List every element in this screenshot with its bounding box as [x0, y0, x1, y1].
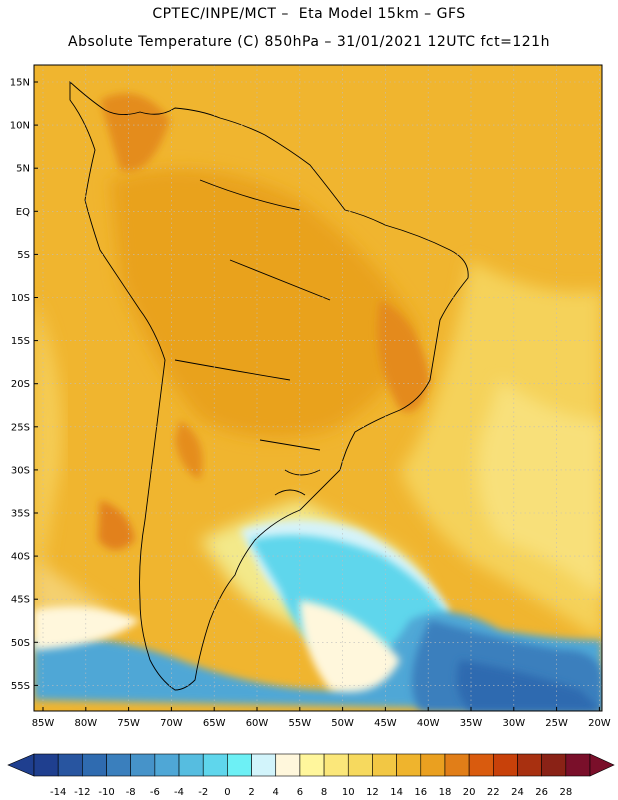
- lat-label: 45S: [11, 595, 30, 606]
- colorbar: [7, 753, 615, 777]
- colorbar-label: 24: [511, 787, 524, 798]
- temperature-field: [34, 65, 602, 711]
- lon-label: 60W: [246, 718, 269, 729]
- colorbar-label: 0: [224, 787, 230, 798]
- lon-label: 70W: [160, 718, 183, 729]
- colorbar-label: 12: [366, 787, 379, 798]
- colorbar-label: 16: [414, 787, 427, 798]
- lon-label: 65W: [203, 718, 226, 729]
- lon-label: 55W: [288, 718, 311, 729]
- lat-label: 30S: [11, 465, 30, 476]
- lat-label: EQ: [16, 207, 30, 218]
- colorbar-segment: [372, 753, 397, 777]
- colorbar-segment: [154, 753, 180, 777]
- colorbar-label: -8: [126, 787, 136, 798]
- colorbar-segment: [251, 753, 277, 777]
- colorbar-segment: [178, 753, 204, 777]
- lat-label: 10N: [10, 121, 30, 132]
- colorbar-segment: [57, 753, 83, 777]
- colorbar-segment: [299, 753, 325, 777]
- lon-label: 50W: [331, 718, 354, 729]
- lat-label: 20S: [11, 379, 30, 390]
- colorbar-left-arrow: [7, 753, 35, 777]
- colorbar-label: -6: [150, 787, 160, 798]
- colorbar-segment: [444, 753, 470, 777]
- colorbar-label: 28: [559, 787, 572, 798]
- colorbar-segment: [202, 753, 228, 777]
- lon-label: 75W: [117, 718, 140, 729]
- colorbar-segment: [33, 753, 59, 777]
- lon-label: 25W: [545, 718, 568, 729]
- colorbar-label: -14: [50, 787, 66, 798]
- colorbar-label: 22: [487, 787, 500, 798]
- coastlines: [69, 80, 469, 691]
- colorbar-label: 26: [535, 787, 548, 798]
- colorbar-label: 4: [273, 787, 279, 798]
- colorbar-segment: [493, 753, 518, 777]
- colorbar-label: 18: [439, 787, 452, 798]
- colorbar-labels: -14 -12 -10 -8 -6 -4 -2 0 2 4 6 8 10 12 14 16 18 20 22 24 26…: [50, 787, 572, 798]
- lat-label: 15N: [10, 78, 30, 89]
- lat-label: 50S: [11, 638, 30, 649]
- lat-label: 35S: [11, 509, 30, 520]
- colorbar-label: -12: [74, 787, 90, 798]
- lat-lon-grid: [34, 65, 602, 711]
- lon-label: 40W: [417, 718, 440, 729]
- colorbar-segment: [517, 753, 542, 777]
- latitude-labels: 15N 10N 5N EQ 5S 10S 15S 20S 25S 30S 35S 40S 45S 50S 5…: [10, 78, 30, 692]
- lat-label: 5N: [16, 164, 30, 175]
- lat-label: 55S: [11, 681, 30, 692]
- lon-label: 30W: [502, 718, 525, 729]
- colorbar-label: 2: [248, 787, 254, 798]
- colorbar-segment: [396, 753, 422, 777]
- colorbar-label: 20: [463, 787, 476, 798]
- colorbar-right-arrow: [589, 753, 615, 777]
- map-title: CPTEC/INPE/MCT – Eta Model 15km – GFS: [152, 6, 466, 22]
- colorbar-segment: [130, 753, 156, 777]
- colorbar-segment: [275, 753, 301, 777]
- colorbar-segment: [565, 753, 591, 777]
- colorbar-segment: [347, 753, 373, 777]
- colorbar-segment: [82, 753, 107, 777]
- lon-label: 45W: [374, 718, 397, 729]
- lat-label: 5S: [17, 250, 30, 261]
- colorbar-segment: [106, 753, 131, 777]
- map-border: [33, 64, 603, 712]
- lat-label: 10S: [11, 293, 30, 304]
- lat-label: 40S: [11, 552, 30, 563]
- lat-label: 15S: [11, 336, 30, 347]
- colorbar-segment: [323, 753, 349, 777]
- colorbar-label: -4: [174, 787, 184, 798]
- colorbar-label: -2: [198, 787, 208, 798]
- colorbar-label: 10: [342, 787, 355, 798]
- lon-label: 35W: [460, 718, 483, 729]
- colorbar-label: 6: [297, 787, 303, 798]
- colorbar-segment: [468, 753, 494, 777]
- map-subtitle: Absolute Temperature (C) 850hPa – 31/01/…: [68, 34, 550, 50]
- colorbar-label: 14: [390, 787, 403, 798]
- lon-label: 85W: [32, 718, 55, 729]
- colorbar-segment: [541, 753, 567, 777]
- longitude-labels: 85W 80W 75W 70W 65W 60W 55W 50W 45W 40W 35W 30W 25W 2…: [32, 718, 611, 729]
- lon-label: 80W: [74, 718, 97, 729]
- lon-label: 20W: [588, 718, 611, 729]
- lat-label: 25S: [11, 422, 30, 433]
- colorbar-segment: [227, 753, 252, 777]
- colorbar-label: 8: [321, 787, 327, 798]
- colorbar-segment: [420, 753, 446, 777]
- colorbar-label: -10: [98, 787, 114, 798]
